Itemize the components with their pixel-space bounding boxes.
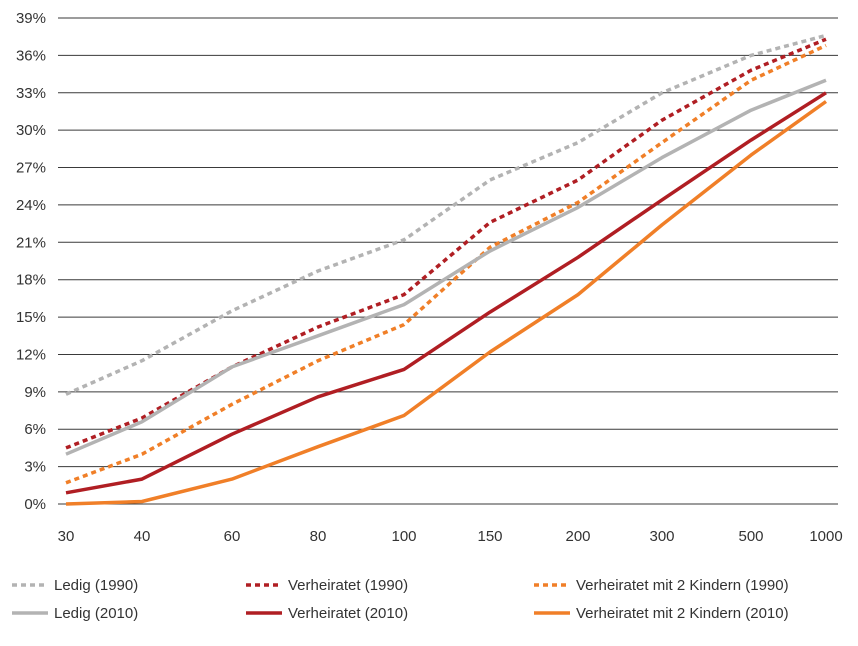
y-tick-label: 39% <box>16 10 46 27</box>
y-tick-label: 36% <box>16 47 46 64</box>
y-tick-label: 6% <box>24 421 46 438</box>
x-axis-ticks: 30 40 60 80 100 150 200 300 500 1000 <box>58 528 843 545</box>
series-line <box>65 33 827 396</box>
y-tick-label: 12% <box>16 346 46 363</box>
y-tick-label: 27% <box>16 160 46 177</box>
legend-label: Verheiratet mit 2 Kindern (1990) <box>576 577 789 594</box>
y-tick-label: 18% <box>16 272 46 289</box>
series-line <box>65 100 828 506</box>
legend: Ledig (1990) Verheiratet (1990) Verheirate… <box>12 577 789 622</box>
y-tick-label: 24% <box>16 197 46 214</box>
series-line <box>65 91 827 495</box>
gridlines <box>58 17 838 505</box>
x-tick-label: 500 <box>738 528 763 545</box>
y-tick-label: 30% <box>16 122 46 139</box>
x-tick-label: 1000 <box>809 528 842 545</box>
series-line <box>65 43 827 485</box>
y-tick-label: 33% <box>16 85 46 102</box>
legend-label: Verheiratet (2010) <box>288 605 408 622</box>
y-tick-label: 15% <box>16 309 46 326</box>
legend-label: Ledig (1990) <box>54 577 138 594</box>
x-tick-label: 150 <box>477 528 502 545</box>
y-tick-label: 21% <box>16 234 46 251</box>
legend-label: Verheiratet (1990) <box>288 577 408 594</box>
x-tick-label: 80 <box>310 528 327 545</box>
legend-label: Ledig (2010) <box>54 605 138 622</box>
x-tick-label: 40 <box>134 528 151 545</box>
x-tick-label: 60 <box>224 528 241 545</box>
y-axis-ticks: 0% 3% 6% 9% 12% 15% 18% 21% 24% 27% 30% 33% 36% 39% <box>16 10 46 513</box>
series-lines <box>65 33 828 506</box>
y-tick-label: 9% <box>24 384 46 401</box>
y-tick-label: 0% <box>24 496 46 513</box>
x-tick-label: 300 <box>649 528 674 545</box>
x-tick-label: 200 <box>565 528 590 545</box>
x-tick-label: 30 <box>58 528 75 545</box>
y-tick-label: 3% <box>24 459 46 476</box>
series-line <box>65 78 827 456</box>
x-tick-label: 100 <box>391 528 416 545</box>
legend-label: Verheiratet mit 2 Kindern (2010) <box>576 605 789 622</box>
